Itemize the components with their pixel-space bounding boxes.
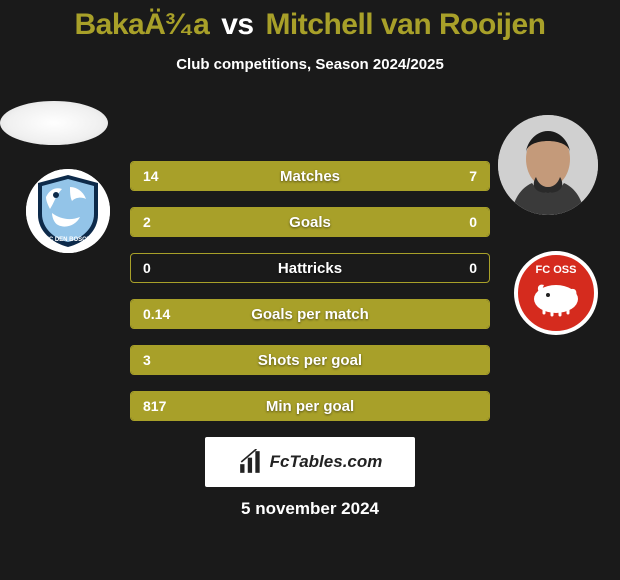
stat-row: 3Shots per goal [130,345,490,375]
player2-club-crest: FC OSS [514,251,598,335]
stat-value-left: 2 [131,214,201,230]
player1-avatar [0,101,108,145]
stat-value-left: 3 [131,352,201,368]
fctables-logo: FcTables.com [205,437,415,487]
player2-name: Mitchell van Rooijen [265,8,545,41]
svg-text:FC DEN BOSCH: FC DEN BOSCH [45,237,91,243]
stat-value-left: 0 [131,260,201,276]
date-label: 5 november 2024 [0,499,620,519]
stat-value-right: 0 [419,214,489,230]
stat-label: Goals [201,214,419,231]
stat-row: 2Goals0 [130,207,490,237]
stats-list: 14Matches72Goals00Hattricks00.14Goals pe… [130,145,490,421]
player1-club-crest: FC DEN BOSCH [26,169,110,253]
stat-label: Matches [201,168,419,185]
stat-row: 0Hattricks0 [130,253,490,283]
player1-name: BakaÄ³⁄₄a [75,8,210,41]
subtitle: Club competitions, Season 2024/2025 [0,56,620,73]
stat-value-right: 7 [419,168,489,184]
vs-text: vs [221,8,253,41]
stat-value-left: 14 [131,168,201,184]
stat-label: Shots per goal [201,352,419,369]
stat-label: Min per goal [201,398,419,415]
stat-label: Goals per match [201,306,419,323]
player2-avatar [498,115,598,215]
stat-value-left: 0.14 [131,306,201,322]
page-title: BakaÄ³⁄₄a vs Mitchell van Rooijen [0,8,620,42]
chart-icon [238,449,264,475]
comparison-card: BakaÄ³⁄₄a vs Mitchell van Rooijen Club c… [0,0,620,519]
footer-logo-text: FcTables.com [270,452,383,472]
stat-value-left: 817 [131,398,201,414]
main-content: FC DEN BOSCH FC OSS 14Matches72Goals00Ha… [0,101,620,519]
stat-label: Hattricks [201,260,419,277]
stat-value-right: 0 [419,260,489,276]
stat-row: 817Min per goal [130,391,490,421]
stat-row: 0.14Goals per match [130,299,490,329]
svg-text:FC OSS: FC OSS [536,264,577,276]
stat-row: 14Matches7 [130,161,490,191]
